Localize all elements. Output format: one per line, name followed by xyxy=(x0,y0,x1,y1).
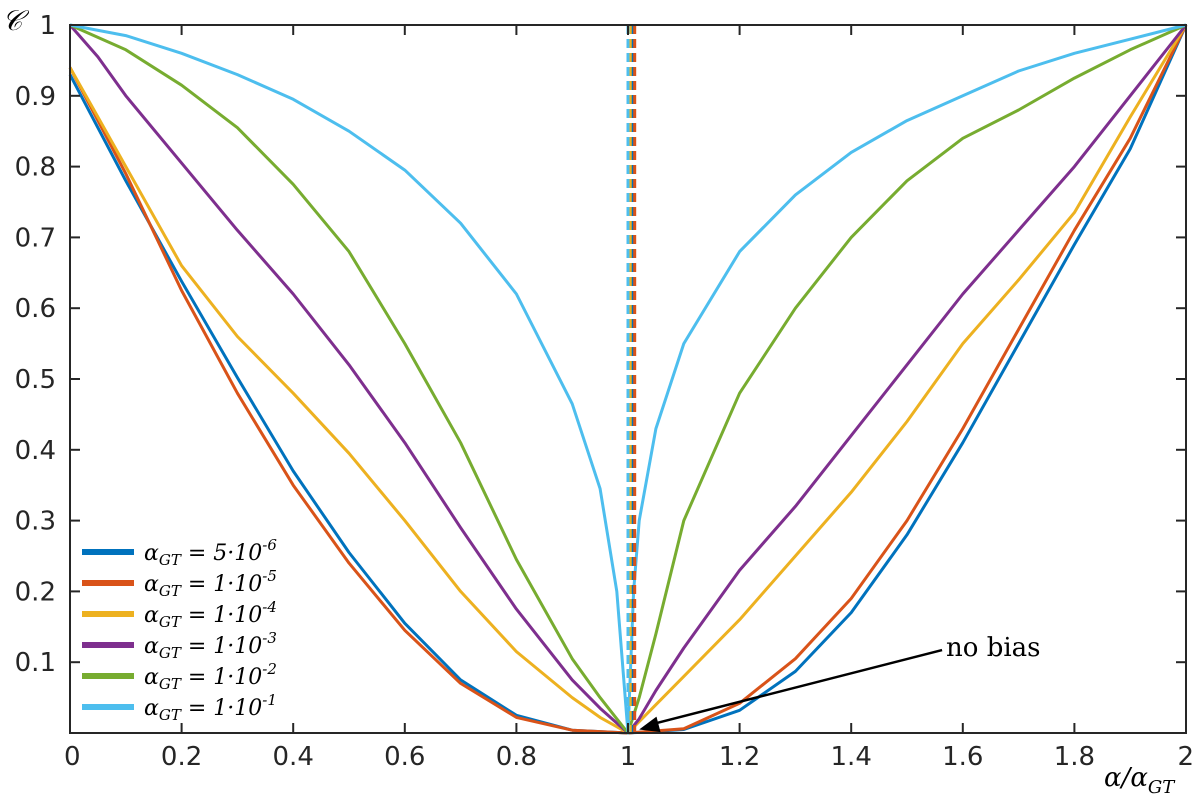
x-tick-label: 1.6 xyxy=(942,742,983,772)
x-axis-label: α/αGT xyxy=(1104,763,1176,798)
series-line-2 xyxy=(68,24,1188,735)
y-tick-label: 0.4 xyxy=(15,436,56,466)
y-tick-label: 0.9 xyxy=(15,82,56,112)
x-tick-label: 1.4 xyxy=(831,742,872,772)
x-tick-label: 1.8 xyxy=(1054,742,1095,772)
y-tick-label: 0.8 xyxy=(15,153,56,183)
x-tick-label: 0.2 xyxy=(161,742,202,772)
legend-label: αGT = 1·10-2 xyxy=(144,660,277,693)
x-tick-label: 0.6 xyxy=(384,742,425,772)
y-tick-label: 0.5 xyxy=(15,365,56,395)
series-line-3 xyxy=(68,24,1188,735)
y-tick-label: 0.2 xyxy=(15,577,56,607)
y-tick-label: 1 xyxy=(39,11,56,41)
x-tick-label: 1 xyxy=(620,742,637,772)
legend-label: αGT = 1·10-3 xyxy=(144,629,277,662)
y-tick-label: 0.7 xyxy=(15,223,56,253)
annotation-arrowhead xyxy=(639,716,661,733)
legend-label: αGT = 1·10-5 xyxy=(144,567,277,600)
y-axis-label: 𝒞 xyxy=(2,4,30,37)
legend-label: αGT = 1·10-1 xyxy=(144,691,277,724)
x-tick-label: 0 xyxy=(64,742,81,772)
min-marker-layer xyxy=(626,25,637,733)
y-tick-label: 0.6 xyxy=(15,294,56,324)
x-tick-label: 1.2 xyxy=(719,742,760,772)
y-tick-label: 0.1 xyxy=(15,648,56,678)
x-tick-label: 2 xyxy=(1177,742,1194,772)
y-tick-label: 0.3 xyxy=(15,507,56,537)
tick-layer: 0 0.2 0.4 0.6 0.8 1 1.2 1.4 1.6 1.8 2 0.1 0.2 0.3 0.4 0… xyxy=(15,11,1194,772)
x-tick-label: 0.4 xyxy=(273,742,314,772)
annotation-layer: no bias xyxy=(639,633,1041,733)
legend-label: αGT = 5·10-6 xyxy=(144,536,277,569)
x-tick-label: 0.8 xyxy=(496,742,537,772)
annotation-label: no bias xyxy=(946,633,1040,663)
annotation-arrow xyxy=(650,648,943,726)
legend-label: αGT = 1·10-4 xyxy=(144,598,277,631)
